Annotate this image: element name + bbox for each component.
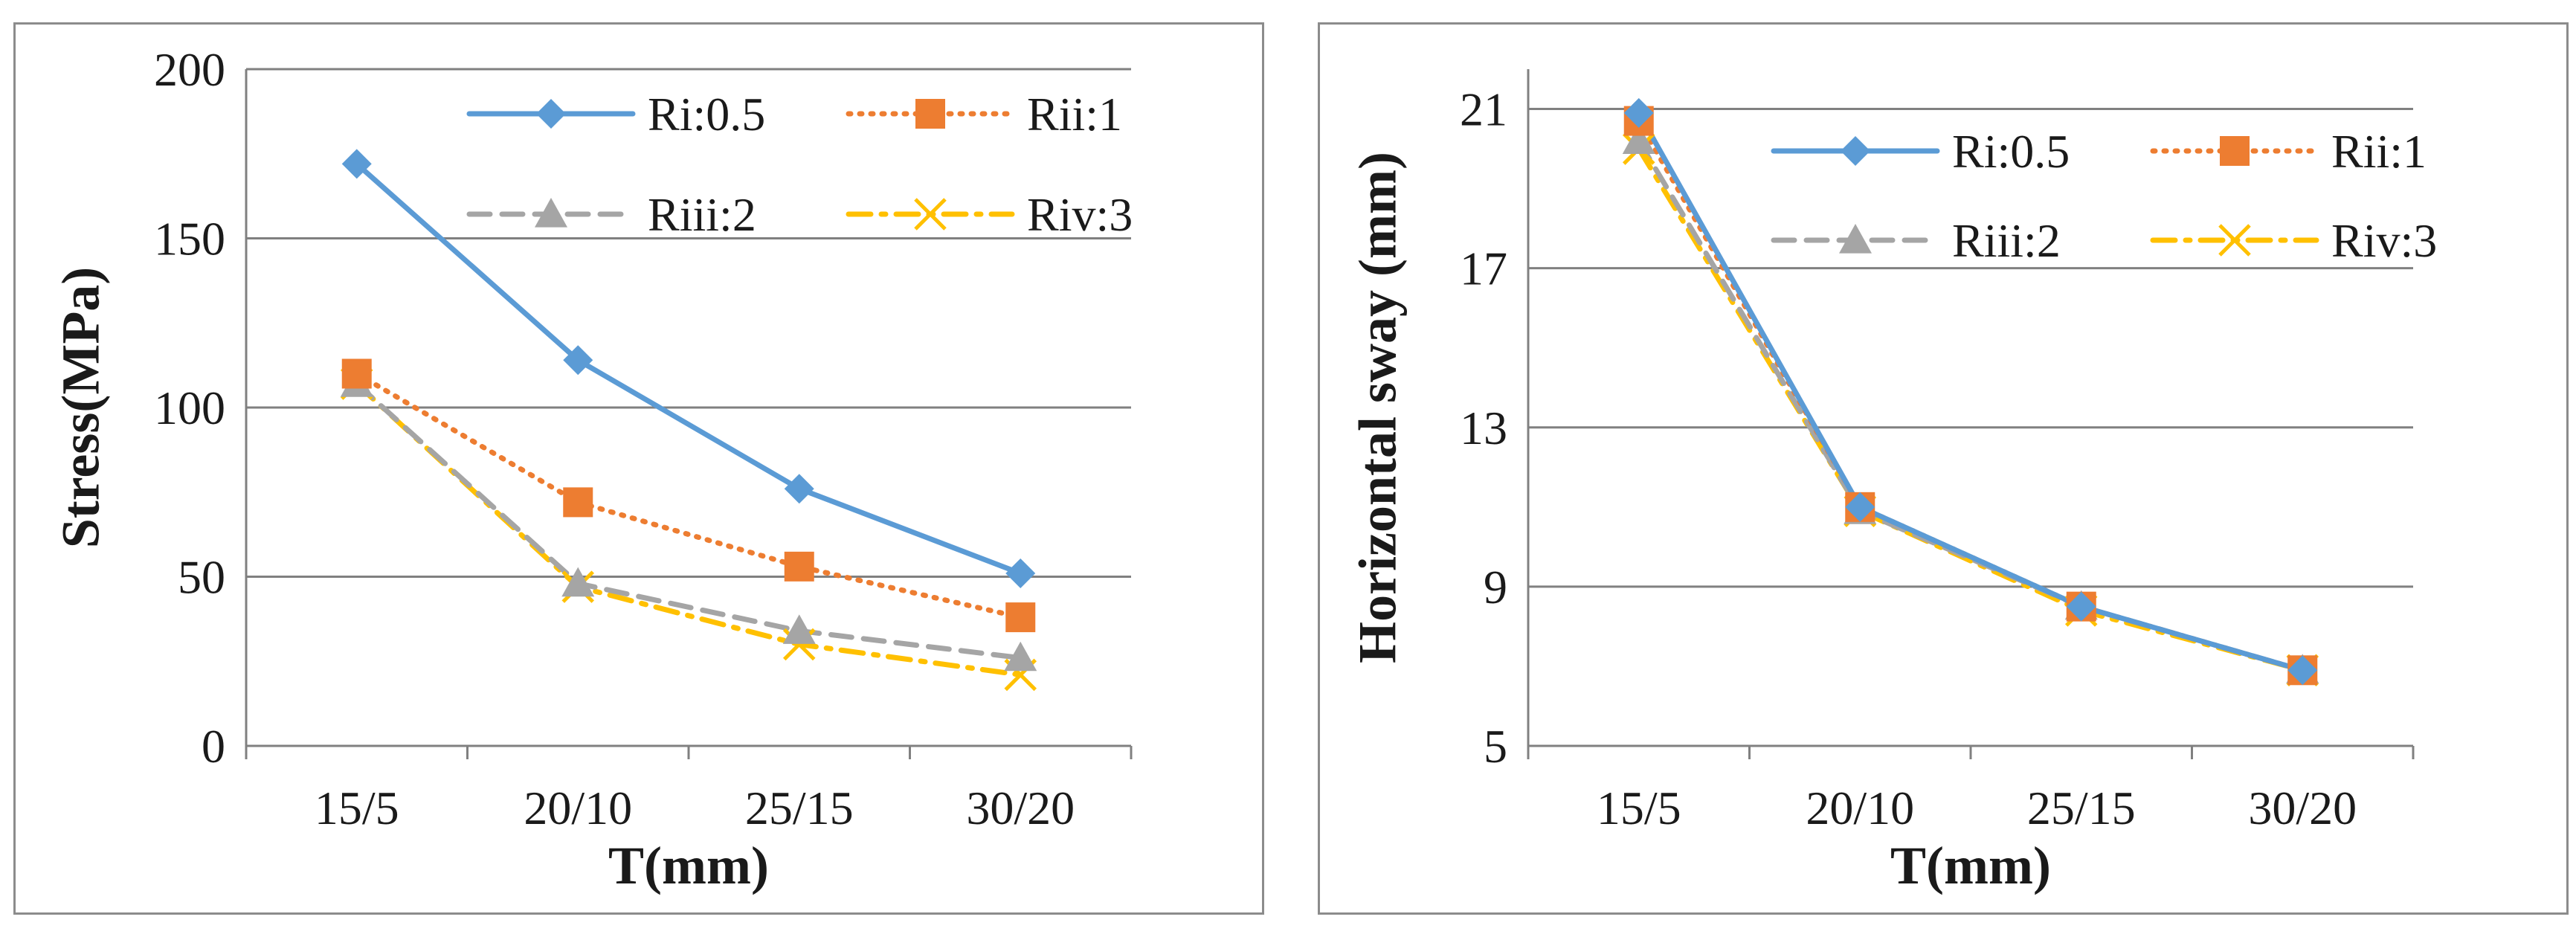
legend-label-3: Riv:3 <box>2331 214 2437 267</box>
series-1-point-0 <box>341 358 372 389</box>
legend-entry-3: Riv:3 <box>846 188 1133 241</box>
legend-entry-1: Rii:1 <box>2150 125 2427 178</box>
legend-marker-3 <box>2218 224 2251 257</box>
sway-chart: 5 9 13 17 21 15/5 20/10 25/15 30/20 T(mm) Horizont… <box>1348 69 2437 895</box>
x-tick-label-1: 20/10 <box>524 782 632 834</box>
series-line-1 <box>1636 118 2305 673</box>
x-axis-title: T(mm) <box>608 836 769 895</box>
y-tick-label-4: 21 <box>1460 83 1507 136</box>
x-tick-label-0: 15/5 <box>1597 782 1681 834</box>
series-line-0 <box>354 161 1023 576</box>
legend-marker-2 <box>1839 224 1872 254</box>
x-tick-label-3: 30/20 <box>2248 782 2357 834</box>
x-tick-label-2: 25/15 <box>745 782 854 834</box>
legend-label-1: Rii:1 <box>2331 125 2427 178</box>
legend-label-0: Ri:0.5 <box>1952 125 2070 178</box>
legend-marker-2 <box>535 198 567 228</box>
legend-entry-0: Ri:0.5 <box>466 88 765 141</box>
series-0-point-1 <box>563 345 593 376</box>
series-2-point-1 <box>561 567 595 597</box>
x-axis-title: T(mm) <box>1890 836 2051 895</box>
series-0-point-0 <box>341 149 372 179</box>
y-tick-label-1: 9 <box>1484 561 1507 614</box>
legend-label-2: Riii:2 <box>648 188 756 241</box>
y-tick-label-0: 0 <box>202 720 225 773</box>
x-tick-label-1: 20/10 <box>1806 782 1914 834</box>
y-axis-title: Stress(MPa) <box>51 267 111 549</box>
legend-entry-2: Riii:2 <box>1771 214 2061 267</box>
legend-entry-3: Riv:3 <box>2150 214 2437 267</box>
series-2-point-2 <box>782 614 816 644</box>
x-tick-label-3: 30/20 <box>966 782 1075 834</box>
series-line-0 <box>1636 110 2305 673</box>
series-2-point-3 <box>1004 641 1037 672</box>
legend-entry-1: Rii:1 <box>846 88 1122 141</box>
legend-marker-0 <box>536 99 566 129</box>
x-tick-label-0: 15/5 <box>315 782 399 834</box>
legend-marker-3-stroke-b <box>914 198 947 231</box>
series-0-point-2 <box>2066 591 2096 622</box>
y-tick-label-3: 150 <box>154 213 225 265</box>
legend-label-3: Riv:3 <box>1027 188 1133 241</box>
stress-chart: 0 50 100 150 200 15/5 20/10 25/15 30/20 T(mm) Stre… <box>51 43 1133 895</box>
legend-marker-1 <box>2220 136 2250 166</box>
y-tick-label-0: 5 <box>1484 720 1507 773</box>
x-tick-label-2: 25/15 <box>2027 782 2136 834</box>
series-line-3 <box>354 381 1023 677</box>
legend-marker-1 <box>915 99 945 129</box>
stress-chart-panel: 0 50 100 150 200 15/5 20/10 25/15 30/20 T(mm) Stre… <box>13 22 1264 915</box>
y-tick-label-4: 200 <box>154 43 225 96</box>
series-0-point-2 <box>784 474 814 504</box>
legend-entry-0: Ri:0.5 <box>1771 125 2070 178</box>
y-tick-label-2: 13 <box>1460 402 1507 454</box>
series-0-point-0 <box>1623 97 1654 128</box>
legend-marker-0 <box>1841 136 1870 166</box>
legend-entry-2: Riii:2 <box>466 188 756 241</box>
legend-label-1: Rii:1 <box>1027 88 1122 141</box>
series-0-point-3 <box>1005 558 1036 588</box>
legend-marker-3-stroke-b <box>2218 224 2251 257</box>
series-2-point-0 <box>1622 124 1655 154</box>
y-tick-label-2: 100 <box>154 381 225 434</box>
series-line-2 <box>354 381 1023 661</box>
series-line-1 <box>354 371 1023 620</box>
y-tick-label-1: 50 <box>178 551 225 604</box>
series-1-point-2 <box>784 551 814 582</box>
sway-chart-panel: 5 9 13 17 21 15/5 20/10 25/15 30/20 T(mm) Horizont… <box>1318 22 2569 915</box>
y-axis-title: Horizontal sway (mm) <box>1348 152 1408 663</box>
series-0-point-3 <box>2287 655 2318 686</box>
series-0-point-1 <box>1845 492 1875 522</box>
legend-label-0: Ri:0.5 <box>648 88 765 141</box>
series-1-point-3 <box>1005 602 1036 633</box>
legend-marker-3 <box>914 198 947 231</box>
y-tick-label-3: 17 <box>1460 242 1507 295</box>
legend-label-2: Riii:2 <box>1952 214 2061 267</box>
series-1-point-1 <box>563 487 593 518</box>
